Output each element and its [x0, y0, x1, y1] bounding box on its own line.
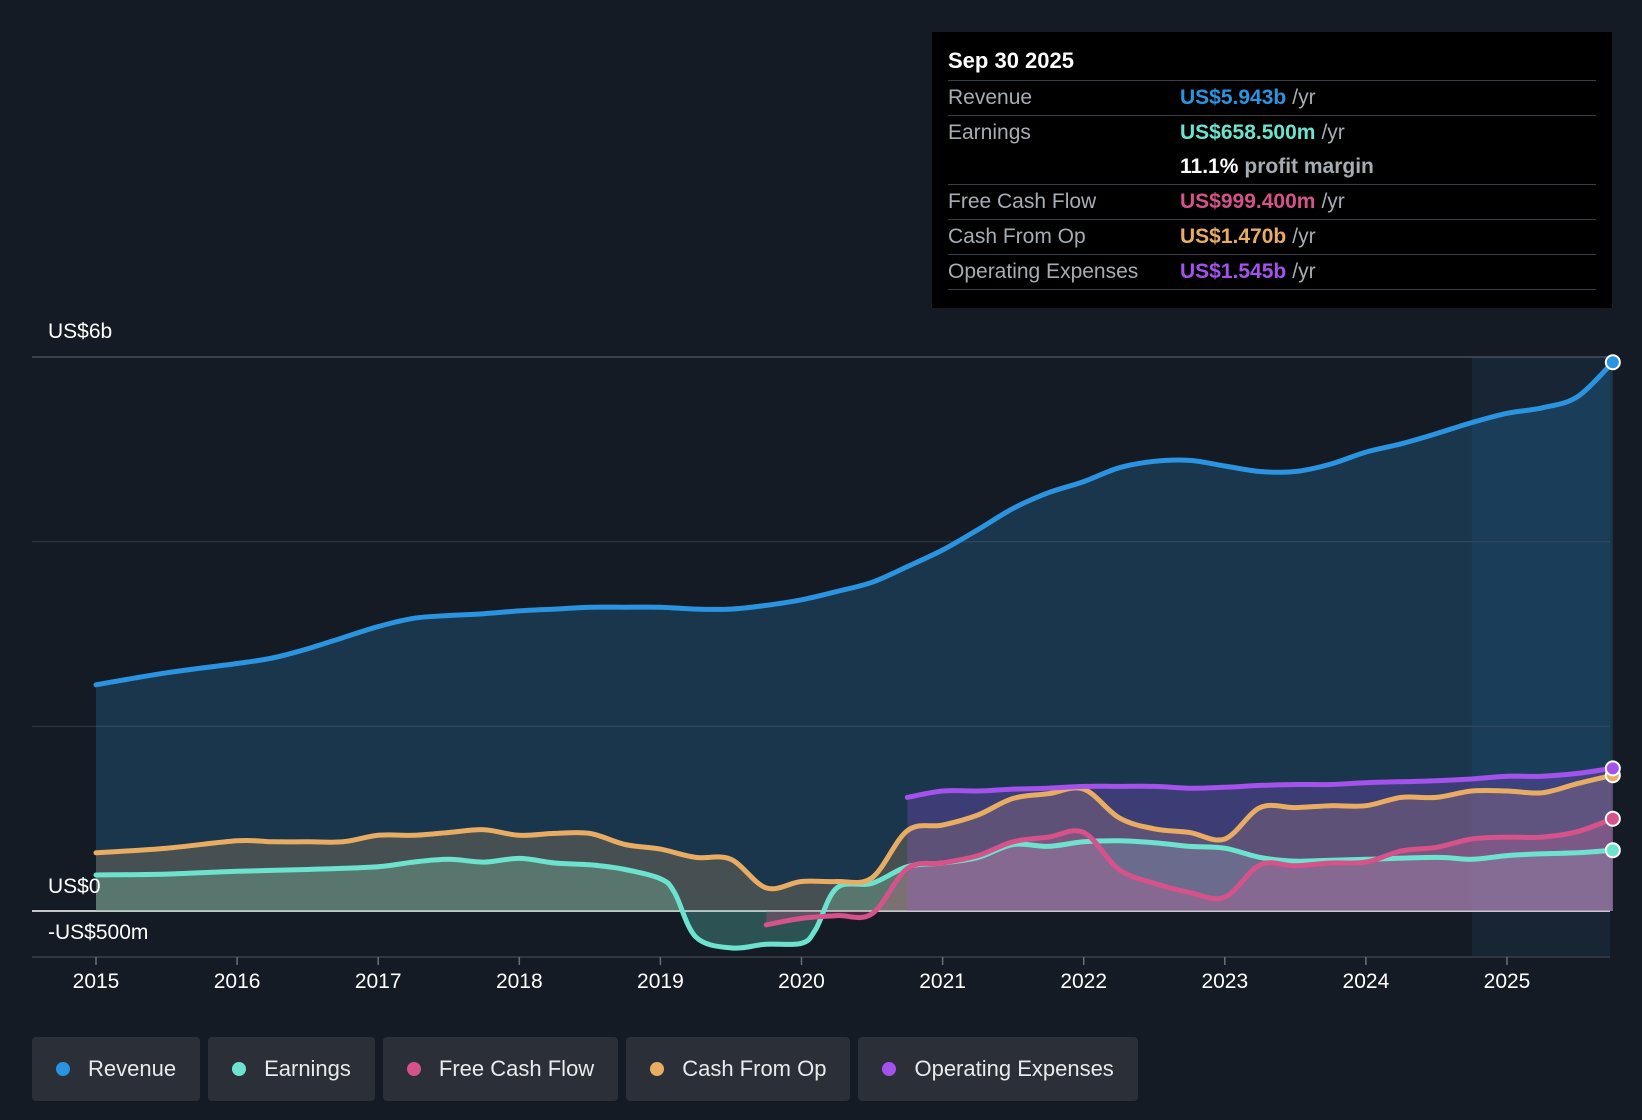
tooltip-label: Revenue	[948, 86, 1033, 109]
x-tick-label: 2017	[354, 970, 402, 993]
tooltip-value: US$5.943b	[1180, 86, 1287, 109]
tooltip-date: Sep 30 2025	[948, 48, 1074, 73]
legend-item-cash-from-op[interactable]: Cash From Op	[626, 1037, 851, 1101]
tooltip-row-margin: 11.1% profit margin	[948, 150, 1596, 184]
x-tick-label: 2020	[778, 970, 825, 993]
area-cash-from-op	[96, 775, 1613, 911]
x-tick-label: 2023	[1201, 970, 1249, 993]
legend-label: Earnings	[264, 1056, 351, 1081]
y-label-top: US$6b	[48, 320, 113, 343]
line-revenue	[93, 359, 1616, 688]
tooltip-row-fcf: Free Cash Flow US$999.400m /yr	[948, 184, 1596, 219]
y-label-zero: US$0	[48, 875, 101, 898]
tooltip-unit: /yr	[1292, 225, 1316, 248]
legend-item-revenue[interactable]: Revenue	[32, 1037, 201, 1101]
legend-item-operating-expenses[interactable]: Operating Expenses	[858, 1037, 1138, 1101]
legend-label: Revenue	[88, 1056, 177, 1081]
x-tick-label: 2022	[1060, 970, 1108, 993]
line-earnings	[93, 838, 1616, 951]
legend-dot-icon	[650, 1062, 665, 1076]
line-cash-from-op	[93, 772, 1616, 892]
tooltip-label: Earnings	[948, 121, 1031, 144]
y-label-bottom: -US$500m	[48, 921, 149, 944]
x-tick-label: 2024	[1342, 970, 1390, 993]
area-free-cash-flow	[766, 818, 1613, 925]
tooltip-unit: profit margin	[1244, 155, 1374, 178]
tooltip-value: US$1.545b	[1180, 260, 1287, 283]
gridlines	[32, 356, 1610, 958]
area-operating-expenses	[907, 768, 1613, 911]
end-dot-operating-expenses	[1604, 760, 1621, 777]
x-tick-label: 2015	[72, 970, 120, 993]
x-tick-label: 2025	[1483, 970, 1531, 993]
legend: Revenue Earnings Free Cash Flow Cash Fro…	[32, 1037, 1138, 1101]
x-tick-label: 2021	[919, 970, 966, 993]
series-lines	[93, 359, 1616, 951]
line-free-cash-flow	[763, 816, 1616, 928]
x-tick-label: 2019	[637, 970, 684, 993]
legend-dot-icon	[56, 1062, 70, 1076]
x-tick-label: 2018	[495, 970, 543, 993]
tooltip-unit: /yr	[1292, 86, 1316, 109]
tooltip-label: Operating Expenses	[948, 260, 1139, 283]
tooltip-panel: Sep 30 2025 Revenue US$5.943b /yr Earnin…	[932, 32, 1612, 308]
tooltip-row-opex: Operating Expenses US$1.545b /yr	[948, 254, 1596, 290]
end-dot-earnings	[1604, 842, 1621, 859]
tooltip-row-revenue: Revenue US$5.943b /yr	[948, 80, 1596, 115]
tooltip-label: Free Cash Flow	[948, 190, 1097, 213]
series-areas	[96, 362, 1613, 949]
legend-label: Operating Expenses	[914, 1056, 1114, 1081]
tooltip-unit: /yr	[1292, 260, 1316, 283]
tooltip-value: 11.1%	[1180, 155, 1239, 178]
tooltip-unit: /yr	[1321, 190, 1345, 213]
tooltip-value: US$1.470b	[1180, 225, 1287, 248]
legend-label: Free Cash Flow	[438, 1056, 595, 1081]
x-tick-label: 2016	[213, 970, 261, 993]
tooltip-value: US$999.400m	[1180, 190, 1316, 213]
area-revenue	[96, 362, 1613, 911]
legend-dot-icon	[882, 1062, 897, 1076]
end-dot-revenue	[1604, 354, 1621, 371]
legend-dot-icon	[406, 1062, 421, 1076]
tooltip-row-cfo: Cash From Op US$1.470b /yr	[948, 219, 1596, 254]
x-axis-ticks	[95, 957, 1508, 965]
line-operating-expenses	[904, 765, 1616, 800]
tooltip-row-earnings: Earnings US$658.500m /yr	[948, 115, 1596, 150]
tooltip-value: US$658.500m	[1180, 121, 1316, 144]
tooltip-unit: /yr	[1321, 121, 1345, 144]
legend-item-free-cash-flow[interactable]: Free Cash Flow	[382, 1037, 619, 1101]
legend-dot-icon	[232, 1062, 247, 1076]
legend-label: Cash From Op	[682, 1056, 827, 1081]
series-end-dots	[1604, 354, 1621, 859]
legend-item-earnings[interactable]: Earnings	[208, 1037, 375, 1101]
tooltip-label: Cash From Op	[948, 225, 1086, 248]
area-earnings	[96, 840, 1613, 949]
end-dot-free-cash-flow	[1604, 810, 1621, 827]
